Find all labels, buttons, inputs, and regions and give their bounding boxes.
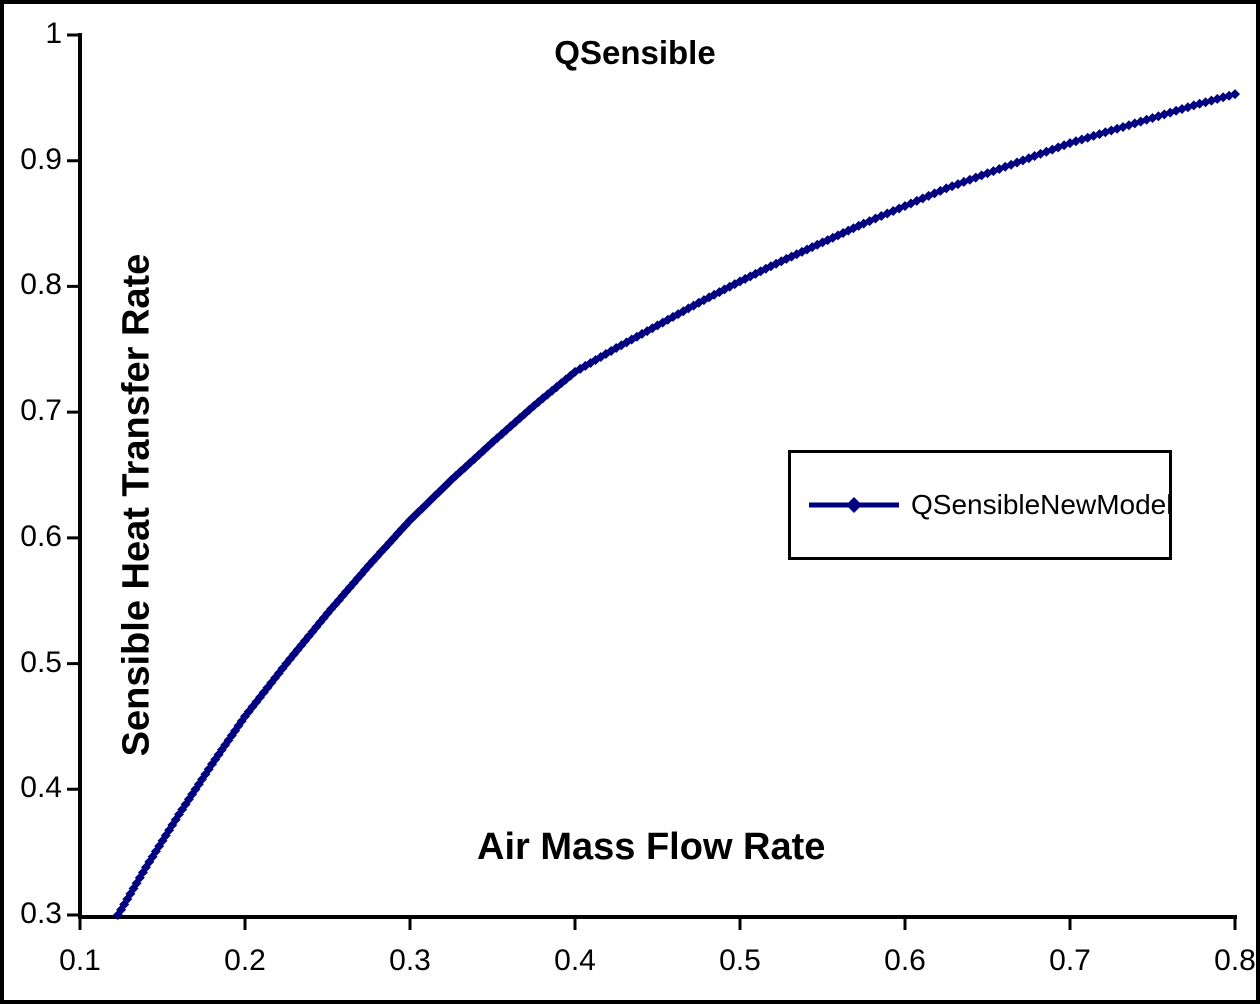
x-tick-label: 0.3 xyxy=(389,944,431,977)
axis-lines xyxy=(78,33,1237,919)
y-tick-label: 1 xyxy=(45,17,62,50)
y-tick-label: 0.8 xyxy=(20,268,62,302)
x-tick-label: 0.5 xyxy=(719,944,761,977)
legend: QSensibleNewModel xyxy=(788,450,1172,560)
y-tick-label: 0.9 xyxy=(20,142,62,176)
x-tick-label: 0.6 xyxy=(884,944,926,977)
y-axis-title: Sensible Heat Transfer Rate xyxy=(115,253,158,757)
chart-title: QSensible xyxy=(554,34,716,71)
legend-key-line xyxy=(809,497,899,513)
x-tick-label: 0.2 xyxy=(224,944,266,977)
legend-entry-label: QSensibleNewModel xyxy=(911,489,1173,520)
y-tick-label: 0.5 xyxy=(20,645,62,679)
y-tick-label: 0.3 xyxy=(20,897,62,930)
x-tick-label: 0.1 xyxy=(59,944,101,977)
y-tick-label: 0.6 xyxy=(20,519,62,553)
y-tick-label: 0.7 xyxy=(20,394,62,428)
x-tick-label: 0.7 xyxy=(1049,944,1091,977)
y-tick-label: 0.4 xyxy=(20,771,62,805)
x-axis-title: Air Mass Flow Rate xyxy=(477,826,826,868)
x-tick-label: 0.8 xyxy=(1214,944,1256,977)
legend-key-diamond-marker xyxy=(846,497,862,513)
x-tick-label: 0.4 xyxy=(554,944,596,977)
tick-marks xyxy=(67,33,1237,930)
